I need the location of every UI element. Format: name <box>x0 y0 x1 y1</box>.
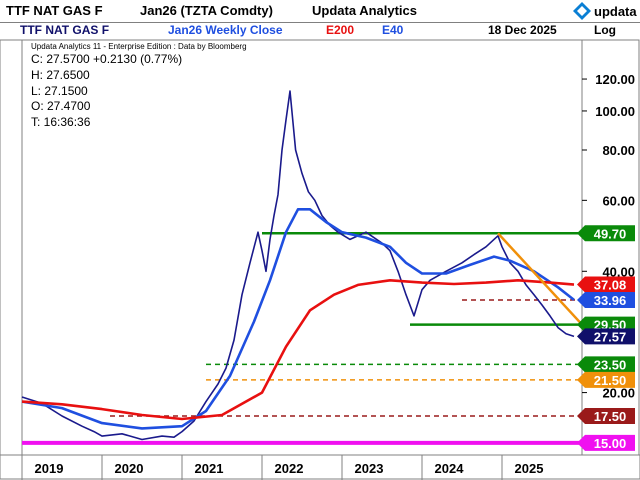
contract-title: Jan26 (TZTA Comdty) <box>140 3 273 18</box>
y-tick-label: 40.00 <box>602 264 635 279</box>
value-label-box <box>577 356 635 373</box>
x-tick-label: 2021 <box>195 461 224 476</box>
title-bar: TTF NAT GAS F Jan26 (TZTA Comdty) Updata… <box>0 0 640 23</box>
value-label-box <box>577 407 635 424</box>
close-value: C: 27.5700 +0.2130 (0.77%) <box>31 52 183 66</box>
e200-label: E200 <box>326 23 355 37</box>
vendor-title: Updata Analytics <box>312 3 417 18</box>
x-tick-label: 2022 <box>275 461 304 476</box>
symbol-title: TTF NAT GAS F <box>6 3 103 18</box>
updata-logo-icon <box>573 2 591 20</box>
y-tick-label: 60.00 <box>602 193 635 208</box>
value-label-box <box>577 328 635 345</box>
y-tick-label: 80.00 <box>602 143 635 158</box>
y-tick-label: 20.00 <box>602 386 635 401</box>
e40-label: E40 <box>382 23 404 37</box>
open-value: O: 27.4700 <box>31 99 91 114</box>
value-label-text: 17.50 <box>594 409 627 424</box>
x-axis-bar <box>0 454 640 480</box>
high-value: H: 27.6500 <box>31 67 90 82</box>
low-value: L: 27.1500 <box>31 83 88 98</box>
series-line <box>21 90 575 441</box>
updata-logo: updata <box>572 1 637 21</box>
time-value: T: 16:36:36 <box>31 115 91 130</box>
y-tick-label: 100.00 <box>595 104 635 119</box>
series-line <box>21 208 575 430</box>
left-margin <box>0 39 23 456</box>
value-label-text: 23.50 <box>594 357 627 372</box>
scale-label[interactable]: Log <box>594 23 616 37</box>
plot-area <box>21 39 583 456</box>
x-tick-label: 2020 <box>115 461 144 476</box>
value-label-box <box>577 371 635 388</box>
value-label-text: 15.00 <box>594 436 627 451</box>
ohlc-info-panel: Updata Analytics 11 - Enterprise Edition… <box>31 42 247 131</box>
value-label-box <box>577 276 635 293</box>
x-tick-label: 2023 <box>355 461 384 476</box>
y-tick-label: 120.00 <box>595 72 635 87</box>
value-label-text: 49.70 <box>594 226 627 241</box>
x-tick-label: 2025 <box>515 461 544 476</box>
value-label-text: 21.50 <box>594 373 627 388</box>
value-label-box <box>577 434 635 451</box>
chart-date: 18 Dec 2025 <box>488 23 557 37</box>
x-tick-label: 2024 <box>435 461 465 476</box>
x-tick-label: 2019 <box>35 461 64 476</box>
chart-header: TTF NAT GAS F Jan26 Weekly Close E200 E4… <box>0 22 640 40</box>
trendline <box>497 232 583 326</box>
value-label-box <box>577 225 635 242</box>
edition-text: Updata Analytics 11 - Enterprise Edition… <box>31 42 247 51</box>
value-label-text: 37.08 <box>594 278 627 293</box>
chart-symbol: TTF NAT GAS F <box>20 23 110 37</box>
series-line <box>21 279 575 421</box>
value-label-text: 27.57 <box>594 329 627 344</box>
logo-text: updata <box>594 4 637 19</box>
series-title: Jan26 Weekly Close <box>168 23 283 37</box>
value-label-box <box>577 291 635 308</box>
value-label-text: 33.96 <box>594 293 627 308</box>
